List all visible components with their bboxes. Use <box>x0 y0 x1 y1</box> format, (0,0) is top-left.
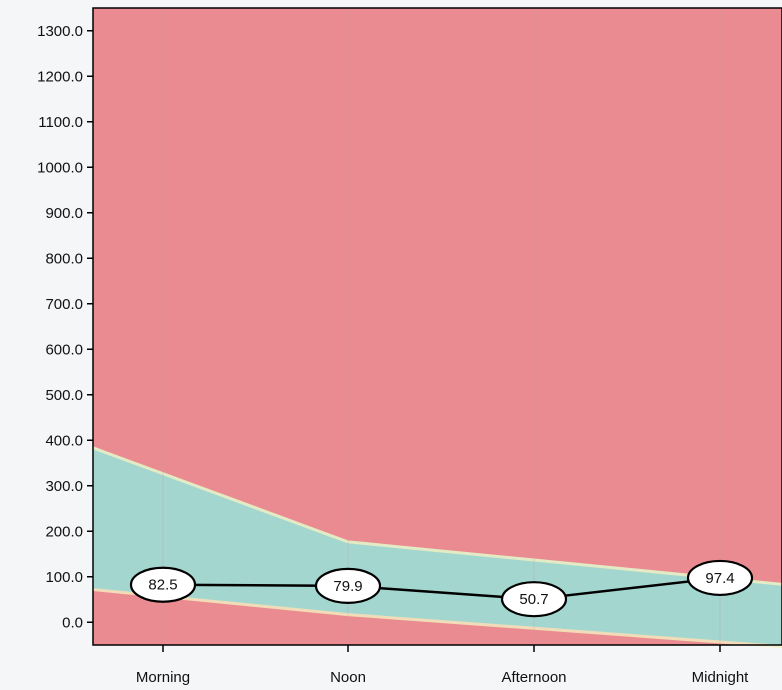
x-tick-label: Afternoon <box>501 669 566 686</box>
data-point <box>314 567 382 604</box>
data-label: 50.7 <box>519 591 548 608</box>
y-tick-label: 800.0 <box>45 250 83 267</box>
data-point <box>686 559 754 597</box>
data-label: 79.9 <box>333 578 362 595</box>
y-tick-label: 900.0 <box>45 205 83 222</box>
x-tick-label: Morning <box>136 669 190 686</box>
line-series: 82.5 79.9 50.7 97.4 <box>129 559 754 618</box>
y-tick-label: 0.0 <box>62 614 83 631</box>
y-tick-label: 200.0 <box>45 523 83 540</box>
area-bands <box>91 8 782 648</box>
y-tick-label: 1300.0 <box>37 23 83 40</box>
area-band <box>93 446 782 645</box>
y-tick-label: 500.0 <box>45 387 83 404</box>
y-tick-label: 100.0 <box>45 569 83 586</box>
data-point <box>129 566 197 603</box>
axes: 0.0 100.0 200.0 300.0 400.0 500.0 600.0 700.0 80… <box>37 7 782 686</box>
data-label: 82.5 <box>148 577 177 594</box>
y-tick-label: 700.0 <box>45 296 83 313</box>
series-line <box>162 576 721 601</box>
y-tick-label: 1100.0 <box>38 114 83 131</box>
data-point <box>500 581 568 618</box>
y-tick-label: 1200.0 <box>37 68 83 85</box>
y-tick-label: 300.0 <box>45 478 83 495</box>
x-tick-label: Midnight <box>692 669 750 686</box>
x-tick-label: Noon <box>330 669 366 686</box>
y-tick-label: 400.0 <box>45 432 83 449</box>
y-tick-label: 1000.0 <box>37 159 83 176</box>
plot-frame <box>92 7 782 646</box>
area-band <box>93 8 782 583</box>
y-tick-label: 600.0 <box>45 341 83 358</box>
area-band <box>93 588 782 645</box>
data-label: 97.4 <box>705 570 734 587</box>
